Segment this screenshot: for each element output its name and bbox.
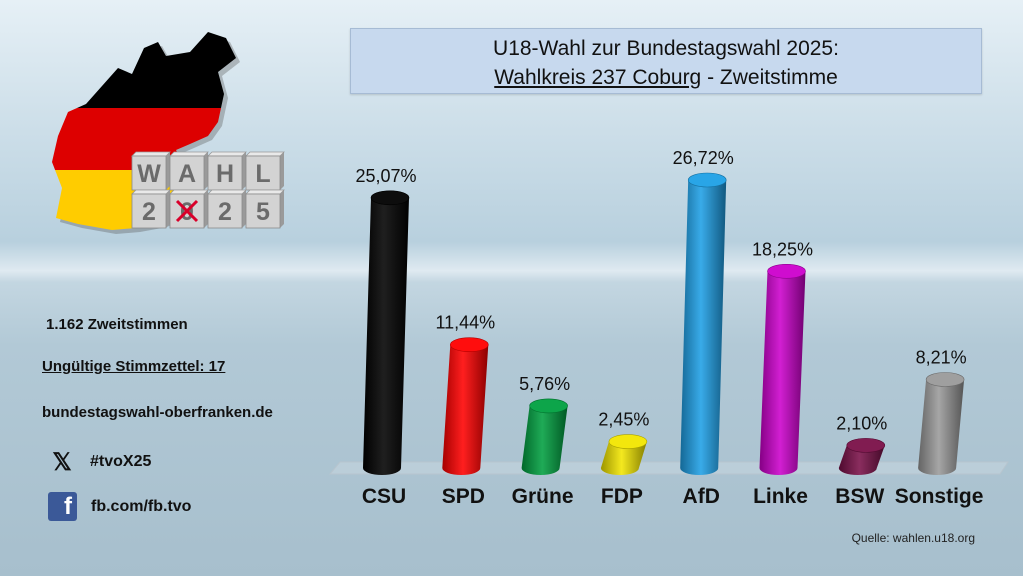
germany-map-logo: WAHL2025 [52, 32, 285, 234]
category-label: Grüne [512, 485, 574, 508]
vote-count: 1.162 Zweitstimmen [46, 316, 188, 333]
bar-csu [363, 190, 409, 476]
data-label: 11,44% [435, 313, 495, 333]
chart-floor [328, 461, 1009, 475]
logo-cube: W [131, 151, 171, 191]
logo-cube: 2 [131, 189, 171, 229]
hashtag-text: #tvoX25 [90, 453, 152, 470]
wahl-cubes: WAHL2025 [131, 151, 285, 229]
facebook-text: fb.com/fb.tvo [91, 497, 192, 515]
title-line-2: Wahlkreis 237 Coburg - Zweitstimme [351, 63, 981, 92]
logo-letter: 2 [142, 198, 156, 226]
logo-cube: H [207, 151, 247, 191]
facebook-row[interactable]: f fb.com/fb.tvo [48, 492, 191, 521]
title-district: Wahlkreis 237 Coburg [494, 66, 702, 89]
logo-letter: 5 [256, 198, 270, 226]
data-label: 2,45% [598, 410, 649, 430]
logo-cube: L [245, 151, 285, 191]
ballot-cross-icon [175, 199, 199, 223]
bar-sonstige [918, 372, 965, 476]
data-label: 26,72% [673, 148, 734, 168]
bar-grüne [521, 398, 568, 476]
bar-cap [449, 337, 489, 352]
bar-spd [442, 337, 489, 476]
bar-cap [767, 263, 806, 279]
data-label: 5,76% [519, 374, 570, 394]
data-label: 25,07% [355, 166, 416, 186]
x-hashtag-row[interactable]: 𝕏 #tvoX25 [48, 448, 151, 476]
logo-cube: 0 [169, 189, 209, 229]
logo-letter: L [255, 160, 270, 188]
data-label: 18,25% [752, 239, 813, 259]
x-icon: 𝕏 [52, 448, 72, 476]
category-label: FDP [601, 485, 643, 508]
bar-cap [370, 190, 410, 206]
category-label: AfD [683, 485, 720, 508]
bar-cap [846, 438, 886, 453]
logo-cube: 2 [207, 189, 247, 229]
logo-cube: A [169, 151, 209, 191]
logo-letter: 2 [218, 198, 232, 226]
bar-cap [687, 172, 727, 188]
logo-cube: 5 [245, 189, 285, 229]
bar-afd [680, 173, 727, 476]
data-label: 8,21% [916, 348, 967, 368]
bar-cap [925, 372, 965, 387]
category-label: SPD [442, 485, 485, 508]
source-note: Quelle: wahlen.u18.org [851, 531, 975, 545]
logo-letter: A [178, 160, 196, 188]
bar-linke [759, 264, 806, 476]
title-suffix: - Zweitstimme [701, 66, 838, 89]
logo-letter: W [137, 160, 161, 188]
category-label: Sonstige [895, 485, 984, 508]
title-line-1: U18-Wahl zur Bundestagswahl 2025: [493, 37, 839, 60]
website-link[interactable]: bundestagswahl-oberfranken.de [42, 404, 273, 421]
chart-title: U18-Wahl zur Bundestagswahl 2025: Wahlkr… [350, 28, 982, 94]
data-label: 2,10% [836, 413, 887, 433]
bar-cap [608, 434, 648, 449]
invalid-ballots: Ungültige Stimmzettel: 17 [42, 358, 226, 375]
category-label: Linke [753, 485, 808, 508]
facebook-icon: f [48, 492, 77, 521]
category-label: BSW [835, 485, 884, 508]
bar-cap [529, 398, 568, 414]
logo-letter: H [216, 160, 234, 188]
category-label: CSU [362, 485, 406, 508]
